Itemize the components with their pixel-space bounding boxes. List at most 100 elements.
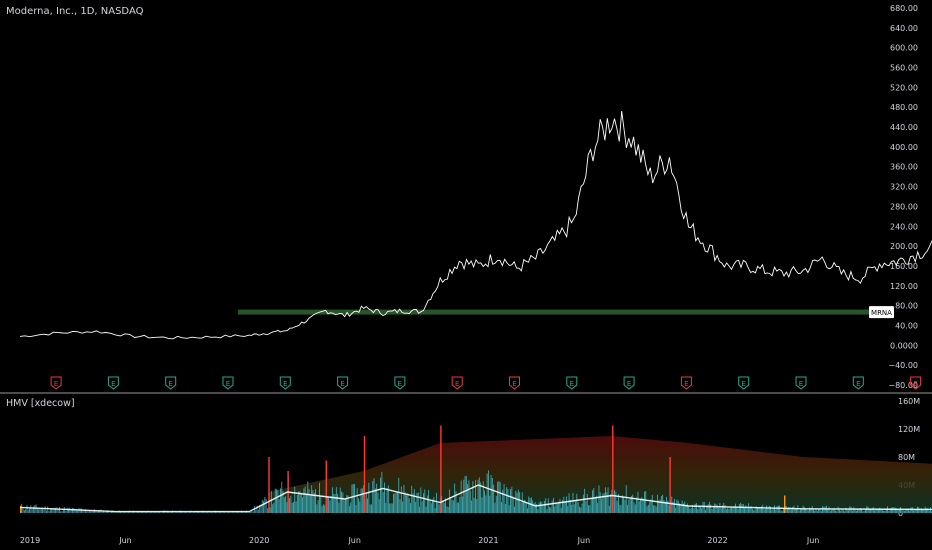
volume-bar [408,498,410,513]
volume-bar [371,504,372,513]
volume-bar [199,511,201,513]
volume-bar [608,505,610,513]
price-series-line [19,110,932,340]
volume-bar [425,506,427,513]
volume-bar [706,505,708,513]
price-axis-tick: 520.00 [890,83,918,92]
earnings-marker-icon[interactable] [107,376,119,390]
volume-bar [714,503,716,513]
volume-bar [247,512,249,513]
volume-bar [893,507,895,513]
earnings-marker-icon[interactable] [451,376,463,390]
volume-bar [750,506,752,513]
volume-bar [117,511,119,513]
volume-bar [888,510,890,513]
volume-bar [771,509,773,513]
volume-bar [51,508,53,513]
volume-bar [329,500,331,513]
volume-bar [352,483,354,513]
volume-bar [732,508,734,513]
volume-bar [742,504,744,513]
volume-bar [790,509,792,513]
earnings-marker-icon[interactable] [852,376,864,390]
volume-bar [848,510,849,513]
volume-bar [731,506,732,513]
price-axis-tick: 320.00 [890,183,918,192]
volume-bar [449,489,450,513]
volume-bar [471,500,472,513]
earnings-marker-icon[interactable] [738,376,750,390]
price-axis-tick: 560.00 [890,64,918,73]
volume-bar [44,506,46,513]
volume-bar [451,499,453,513]
volume-bar [757,508,758,513]
volume-bar [876,509,878,513]
volume-bar [521,492,523,513]
time-axis-tick: Jun [806,536,820,545]
volume-bar [465,475,467,513]
volume-bar [182,511,184,513]
volume-bar [672,501,674,513]
earnings-marker-label: E [512,380,516,388]
volume-spike-bar [325,460,327,513]
earnings-marker-icon[interactable] [680,376,692,390]
earnings-marker-icon[interactable] [279,376,291,390]
volume-bar [342,492,344,513]
volume-bar [594,498,596,513]
volume-bar [602,493,604,513]
price-tag-box[interactable] [869,306,894,319]
earnings-marker-icon[interactable] [509,376,520,390]
volume-bar [841,509,843,513]
volume-bar [447,507,449,513]
volume-bar [29,508,30,513]
volume-bar [745,505,747,513]
volume-bar [854,509,856,513]
volume-bar [90,511,92,513]
volume-bar [211,512,212,513]
volume-bar [60,511,62,513]
earnings-marker-icon[interactable] [623,376,635,390]
volume-bar [724,505,726,513]
volume-bar [560,507,562,513]
volume-bar [332,487,333,513]
volume-bar [40,508,42,513]
volume-bar [905,510,907,513]
volume-bar [376,483,378,513]
volume-bar [498,481,500,513]
earnings-marker-label: E [340,380,344,388]
volume-bar [464,476,466,513]
earnings-marker-icon[interactable] [50,376,62,390]
volume-bar [424,489,426,513]
earnings-marker-icon[interactable] [394,376,406,390]
volume-axis-tick: 120M [898,425,920,434]
volume-bar [543,500,545,513]
volume-bar [23,510,25,513]
volume-bar [428,490,430,513]
volume-bar [698,506,700,513]
volume-bar [116,512,118,513]
volume-bar [689,508,691,513]
volume-bar [559,498,561,513]
volume-bar [816,511,818,513]
volume-bar [823,506,825,513]
earnings-marker-icon[interactable] [337,376,349,390]
earnings-marker-icon[interactable] [566,376,578,390]
earnings-marker-icon[interactable] [910,376,922,390]
volume-bar [642,498,644,513]
earnings-marker-icon[interactable] [222,376,234,390]
price-axis-tick: 120.00 [890,282,918,291]
volume-bar [469,490,471,513]
volume-bar [49,509,51,513]
volume-bar [646,506,648,513]
volume-bar [579,506,580,513]
volume-bar [191,512,193,513]
volume-bar [785,506,787,513]
volume-bar [86,510,88,513]
earnings-marker-icon[interactable] [795,376,807,390]
volume-bar [751,508,753,513]
earnings-marker-icon[interactable] [165,376,177,390]
volume-bar [711,509,713,513]
volume-bar [365,493,367,513]
